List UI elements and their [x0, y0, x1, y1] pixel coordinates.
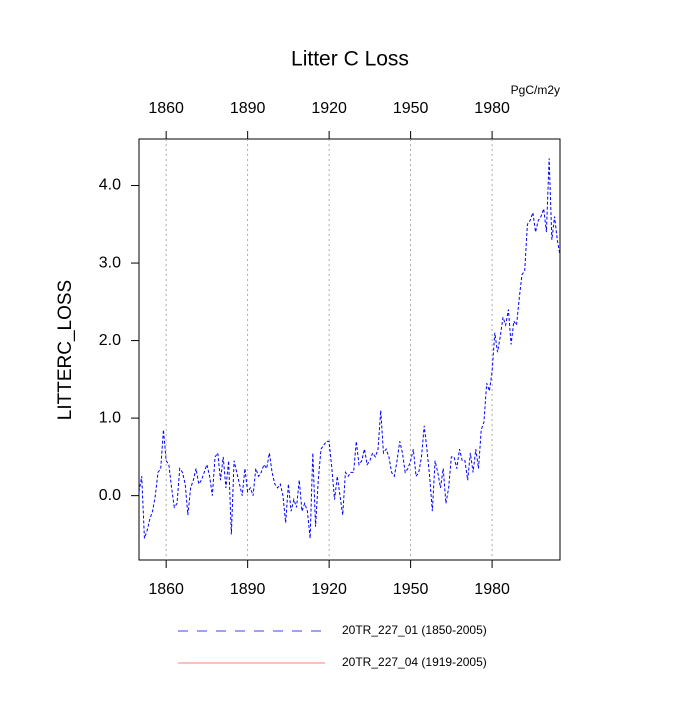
x-tick-label: 1950	[393, 581, 429, 598]
x-tick-label: 1920	[311, 581, 347, 598]
series-line	[138, 158, 561, 539]
legend-label: 20TR_227_01 (1850-2005)	[342, 623, 487, 637]
y-axis-label: LITTERC_LOSS	[55, 280, 76, 420]
x-tick-label-top: 1860	[148, 100, 184, 117]
y-tick-label: 1.0	[99, 409, 121, 426]
units-label: PgC/m2y	[511, 83, 560, 97]
y-tick-label: 2.0	[99, 332, 121, 349]
x-tick-label: 1860	[148, 581, 184, 598]
y-tick-label: 0.0	[99, 487, 121, 504]
legend-label: 20TR_227_04 (1919-2005)	[342, 655, 487, 669]
x-tick-label-top: 1950	[393, 100, 429, 117]
x-tick-label-top: 1980	[474, 100, 510, 117]
x-tick-label-top: 1920	[311, 100, 347, 117]
plot-frame	[138, 138, 561, 561]
x-tick-label: 1980	[474, 581, 510, 598]
y-tick-label: 3.0	[99, 254, 121, 271]
x-tick-label: 1890	[230, 581, 266, 598]
y-tick-label: 4.0	[99, 177, 121, 194]
chart-title: Litter C Loss	[291, 48, 409, 71]
x-tick-label-top: 1890	[230, 100, 266, 117]
